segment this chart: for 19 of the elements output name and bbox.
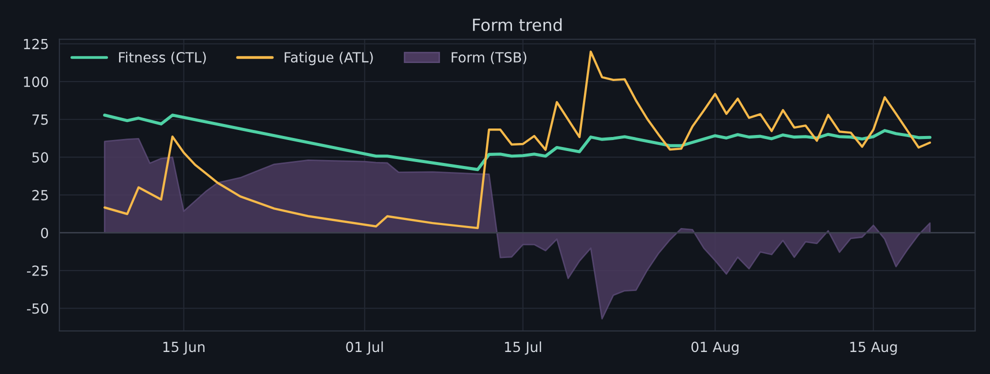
x-tick-label: 15 Aug: [850, 342, 897, 355]
y-tick-label: 75: [32, 114, 48, 125]
x-tick-label: 15 Jul: [505, 341, 542, 355]
chart-title: Form trend: [473, 18, 562, 32]
x-tick-label: 15 Jun: [163, 342, 204, 355]
x-tick-label: 01 Jul: [346, 341, 383, 355]
legend-label: Form (TSB): [452, 52, 526, 64]
y-tick-label: 0: [41, 228, 48, 238]
y-tick-label: 25: [32, 190, 48, 200]
line-series: [103, 114, 932, 172]
legend-label: Fitness (CTL): [119, 52, 206, 64]
y-tick-label: -25: [26, 266, 48, 276]
line-series: [104, 50, 932, 230]
x-tick-label: 01 Aug: [691, 342, 738, 355]
y-tick-label: 50: [32, 152, 48, 163]
y-tick-label: 100: [24, 76, 48, 88]
legend-label: Fatigue (ATL): [284, 52, 373, 66]
y-tick-label: -50: [26, 303, 48, 314]
y-tick-label: 125: [24, 38, 48, 50]
